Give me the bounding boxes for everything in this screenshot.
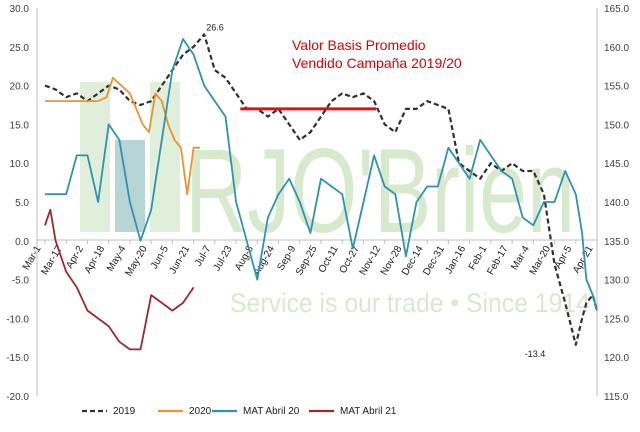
right-tick-label: 160.0 <box>604 43 629 54</box>
right-tick-label: 120.0 <box>604 353 629 364</box>
left-tick-label: 0.0 <box>15 237 29 248</box>
data-label: -13.4 <box>525 349 546 359</box>
right-tick-label: 140.0 <box>604 198 629 209</box>
legend: 2019 2020 MAT Abril 20 MAT Abril 21 <box>82 406 397 417</box>
right-tick-label: 150.0 <box>604 120 629 131</box>
left-tick-label: 25.0 <box>10 43 30 54</box>
left-tick-label: -5.0 <box>12 276 30 287</box>
right-tick-label: 165.0 <box>604 4 629 15</box>
right-tick-label: 125.0 <box>604 314 629 325</box>
legend-label: MAT Abril 21 <box>340 406 397 417</box>
series-line-mat-abril-21 <box>44 208 195 351</box>
watermark-logo-bar-1 <box>80 82 110 232</box>
right-axis-ticks: 165.0 160.0 155.0 150.0 145.0 140.0 135.0 130.0… <box>604 4 629 403</box>
x-tick-label: Jun-21 <box>167 244 192 276</box>
legend-label: 2020 <box>189 406 212 417</box>
left-tick-label: -20.0 <box>6 392 29 403</box>
x-tick-label: Apr-18 <box>83 244 108 276</box>
x-tick-label: May-20 <box>124 244 150 279</box>
series-line-2020 <box>45 76 200 196</box>
right-tick-label: 145.0 <box>604 159 629 170</box>
watermark-brand: RJO'Brien <box>185 124 575 258</box>
legend-label: MAT Abril 20 <box>243 406 300 417</box>
left-axis-ticks: 30.0 25.0 20.0 15.0 10.0 5.0 0.0 -5.0 -10.0 -15.0… <box>6 4 29 403</box>
left-tick-label: -10.0 <box>6 314 29 325</box>
left-tick-label: 15.0 <box>10 120 30 131</box>
x-tick-label: Mar-1 <box>21 244 44 272</box>
left-tick-label: 5.0 <box>15 198 29 209</box>
watermark: RJO'Brien Service is our trade • Since 1… <box>80 82 590 318</box>
left-tick-label: 30.0 <box>10 4 30 15</box>
legend-label: 2019 <box>113 406 136 417</box>
series-line-mat-abril-20 <box>45 38 598 311</box>
chart-title-line-2: Vendido Campaña 2019/20 <box>292 55 462 71</box>
series-line-2019 <box>44 33 599 346</box>
watermark-logo-bar-2 <box>115 140 145 232</box>
right-tick-label: 115.0 <box>604 392 629 403</box>
annotations: 26.6 -13.4 <box>206 22 545 358</box>
right-tick-label: 155.0 <box>604 82 629 93</box>
chart-title: Valor Basis Promedio Vendido Campaña 201… <box>292 37 462 71</box>
right-tick-label: 130.0 <box>604 276 629 287</box>
watermark-slogan: Service is our trade • Since 1914 <box>230 288 590 318</box>
data-label: 26.6 <box>206 22 224 32</box>
left-tick-label: 20.0 <box>10 82 30 93</box>
series-layer <box>44 33 599 351</box>
chart-title-line-1: Valor Basis Promedio <box>292 37 426 53</box>
x-tick-label: Mar-17 <box>39 244 65 277</box>
watermark-logo-bar-3 <box>150 82 180 232</box>
right-tick-label: 135.0 <box>604 237 629 248</box>
x-tick-label: Jun-5 <box>149 244 171 272</box>
x-tick-label: Apr-2 <box>64 244 86 271</box>
left-tick-label: 10.0 <box>10 159 30 170</box>
left-tick-label: -15.0 <box>6 353 29 364</box>
